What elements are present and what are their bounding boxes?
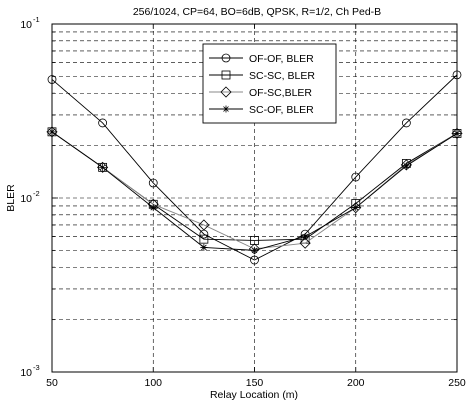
series-line [51,74,458,261]
data-point [351,172,361,182]
data-point [97,161,109,173]
data-point [46,126,58,138]
data-point [451,127,463,139]
chart-title: 256/1024, CP=64, BO=6dB, QPSK, R=1/2, Ch… [133,6,381,18]
data-point [301,233,309,241]
y-tick-labels: 10-310-210-1 [20,15,39,379]
y-tick-exponent: -2 [33,189,40,198]
legend-marker [221,70,231,80]
data-point [452,129,462,138]
legend-marker [221,53,231,63]
data-point [48,128,56,136]
data-point [352,204,360,212]
data-point [251,246,258,254]
data-point [248,243,261,255]
data-point [250,236,259,245]
x-tick-label: 100 [144,377,162,389]
data-point [250,255,259,265]
data-point [47,127,57,137]
data-point [149,204,157,212]
grid-lines [52,24,457,372]
legend-label: SC-SC, BLER [249,70,315,82]
y-tick-label: 10 [20,19,32,31]
data-point [99,163,107,171]
y-tick-label: 10 [20,367,32,379]
x-tick-label: 150 [246,377,264,389]
legend-marker [220,86,232,98]
data-point [98,118,108,128]
legend-label: OF-SC,BLER [249,87,312,99]
data-point [200,243,208,251]
data-point [98,162,108,172]
legend: OF-OF, BLER SC-SC, BLER OF-SC,BLER SC-OF, B… [202,43,337,124]
y-axis-label: BLER [5,184,17,212]
y-tick-exponent: -3 [33,363,40,372]
x-tick-label: 200 [347,377,365,389]
axis-ticks [51,24,458,373]
legend-label: OF-OF, BLER [249,53,314,65]
data-point [401,118,411,128]
data-point [402,162,410,170]
data-point [47,75,57,84]
x-tick-labels: 50 100 150 200 250 [46,377,466,389]
legend-label: SC-OF, BLER [249,104,314,116]
data-point [198,219,210,231]
x-axis-label: Relay Location (m) [210,389,298,401]
series-asterisk [48,128,461,254]
x-tick-label: 50 [46,377,58,389]
data-point [199,234,209,244]
data-point [148,178,158,188]
series-line [51,131,458,250]
series-circle [47,70,462,265]
x-tick-label: 250 [448,377,466,389]
y-tick-exponent: -1 [33,15,40,24]
series-line [51,131,458,251]
y-tick-label: 10 [20,193,32,205]
data-point [299,237,311,249]
data-point [452,70,462,80]
data-point [453,129,461,137]
legend-marker [222,105,230,113]
data-point [350,202,362,214]
series-layer [46,70,463,265]
